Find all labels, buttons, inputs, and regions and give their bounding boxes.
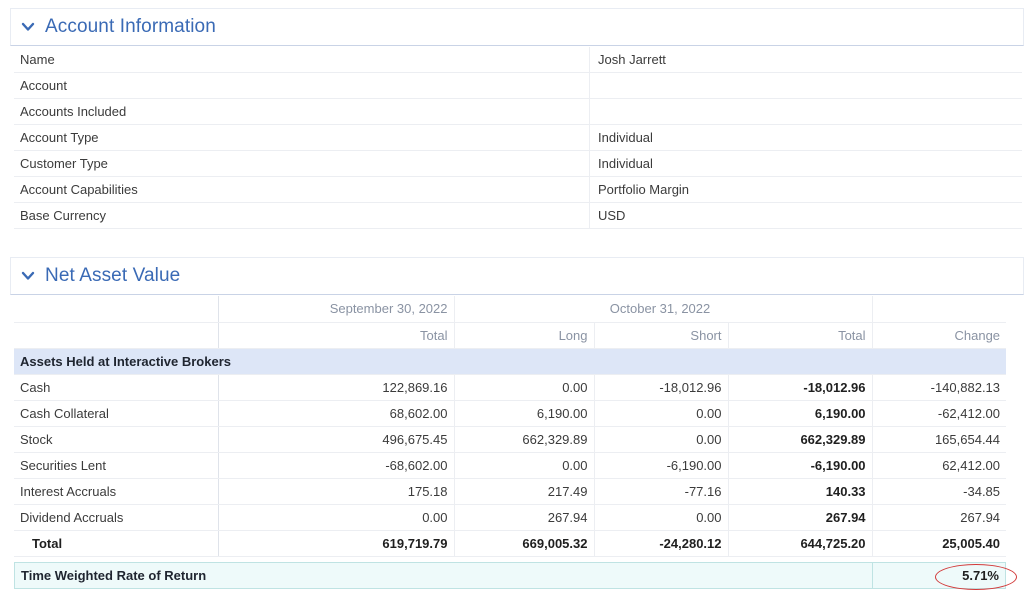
cell: 140.33 bbox=[728, 478, 873, 505]
row-label: Name bbox=[14, 47, 590, 72]
row-label: Accounts Included bbox=[14, 99, 590, 124]
column-header-row: Total Long Short Total Change bbox=[14, 322, 1007, 349]
cell: 0.00 bbox=[218, 504, 455, 531]
table-row: Account Type Individual bbox=[14, 125, 1022, 151]
column-header: Total bbox=[728, 322, 873, 349]
row-label: Cash bbox=[14, 374, 219, 401]
cell: 669,005.32 bbox=[454, 530, 595, 557]
net-asset-value-table: September 30, 2022 October 31, 2022 Tota… bbox=[14, 296, 1007, 557]
cell: 0.00 bbox=[594, 426, 729, 453]
cell: -34.85 bbox=[872, 478, 1007, 505]
table-row: Dividend Accruals 0.00 267.94 0.00 267.9… bbox=[14, 504, 1007, 531]
cell: 175.18 bbox=[218, 478, 455, 505]
date-current: October 31, 2022 bbox=[454, 296, 873, 323]
cell: 496,675.45 bbox=[218, 426, 455, 453]
column-header: Change bbox=[872, 322, 1007, 349]
row-value: Individual bbox=[598, 130, 653, 145]
row-value: Josh Jarrett bbox=[598, 52, 666, 67]
date-header-row: September 30, 2022 October 31, 2022 bbox=[14, 296, 1007, 323]
row-label: Stock bbox=[14, 426, 219, 453]
row-label: Total bbox=[14, 530, 219, 557]
section-title: Account Information bbox=[45, 16, 216, 37]
table-row: Interest Accruals 175.18 217.49 -77.16 1… bbox=[14, 478, 1007, 505]
row-label: Cash Collateral bbox=[14, 400, 219, 427]
cell: -6,190.00 bbox=[728, 452, 873, 479]
row-label: Account Type bbox=[14, 125, 590, 150]
account-information-table: Name Josh Jarrett Account Accounts Inclu… bbox=[14, 47, 1022, 229]
account-information-header[interactable]: Account Information bbox=[10, 8, 1024, 46]
row-label: Interest Accruals bbox=[14, 478, 219, 505]
row-label: Securities Lent bbox=[14, 452, 219, 479]
table-row: Cash 122,869.16 0.00 -18,012.96 -18,012.… bbox=[14, 374, 1007, 401]
row-label: Customer Type bbox=[14, 151, 590, 176]
cell: 165,654.44 bbox=[872, 426, 1007, 453]
total-row: Total 619,719.79 669,005.32 -24,280.12 6… bbox=[14, 530, 1007, 557]
row-label: Dividend Accruals bbox=[14, 504, 219, 531]
cell: -62,412.00 bbox=[872, 400, 1007, 427]
cell: 62,412.00 bbox=[872, 452, 1007, 479]
cell: -18,012.96 bbox=[594, 374, 729, 401]
cell: 0.00 bbox=[454, 452, 595, 479]
date-prior: September 30, 2022 bbox=[218, 296, 455, 323]
table-row: Stock 496,675.45 662,329.89 0.00 662,329… bbox=[14, 426, 1007, 453]
cell: 68,602.00 bbox=[218, 400, 455, 427]
cell: 267.94 bbox=[872, 504, 1007, 531]
net-asset-value-header[interactable]: Net Asset Value bbox=[10, 257, 1024, 295]
section-title: Net Asset Value bbox=[45, 265, 181, 286]
cell: 662,329.89 bbox=[454, 426, 595, 453]
twrr-label: Time Weighted Rate of Return bbox=[15, 563, 873, 588]
cell: 0.00 bbox=[454, 374, 595, 401]
table-row: Name Josh Jarrett bbox=[14, 47, 1022, 73]
cell: -6,190.00 bbox=[594, 452, 729, 479]
chevron-down-icon bbox=[21, 271, 35, 280]
row-value: Individual bbox=[598, 156, 653, 171]
table-row: Customer Type Individual bbox=[14, 151, 1022, 177]
column-header: Long bbox=[454, 322, 595, 349]
cell: 122,869.16 bbox=[218, 374, 455, 401]
cell: 217.49 bbox=[454, 478, 595, 505]
table-row: Securities Lent -68,602.00 0.00 -6,190.0… bbox=[14, 452, 1007, 479]
cell: -18,012.96 bbox=[728, 374, 873, 401]
table-row: Accounts Included bbox=[14, 99, 1022, 125]
cell: -68,602.00 bbox=[218, 452, 455, 479]
cell: 644,725.20 bbox=[728, 530, 873, 557]
cell: -24,280.12 bbox=[594, 530, 729, 557]
column-header: Total bbox=[218, 322, 455, 349]
table-row: Account Capabilities Portfolio Margin bbox=[14, 177, 1022, 203]
cell: -77.16 bbox=[594, 478, 729, 505]
cell: 6,190.00 bbox=[454, 400, 595, 427]
column-header: Short bbox=[594, 322, 729, 349]
cell: 0.00 bbox=[594, 504, 729, 531]
row-label: Account bbox=[14, 73, 590, 98]
table-row: Cash Collateral 68,602.00 6,190.00 0.00 … bbox=[14, 400, 1007, 427]
table-row: Account bbox=[14, 73, 1022, 99]
cell: 267.94 bbox=[454, 504, 595, 531]
annotation-circle bbox=[935, 564, 1017, 590]
twrr-row: Time Weighted Rate of Return 5.71% bbox=[14, 562, 1006, 589]
row-value: USD bbox=[598, 208, 626, 223]
group-label: Assets Held at Interactive Brokers bbox=[14, 348, 1007, 375]
cell: -140,882.13 bbox=[872, 374, 1007, 401]
group-row: Assets Held at Interactive Brokers bbox=[14, 348, 1007, 375]
cell: 25,005.40 bbox=[872, 530, 1007, 557]
row-value: Portfolio Margin bbox=[598, 182, 690, 197]
cell: 662,329.89 bbox=[728, 426, 873, 453]
table-row: Base Currency USD bbox=[14, 203, 1022, 229]
cell: 619,719.79 bbox=[218, 530, 455, 557]
cell: 267.94 bbox=[728, 504, 873, 531]
row-label: Base Currency bbox=[14, 203, 590, 228]
cell: 0.00 bbox=[594, 400, 729, 427]
chevron-down-icon bbox=[21, 22, 35, 31]
row-label: Account Capabilities bbox=[14, 177, 590, 202]
cell: 6,190.00 bbox=[728, 400, 873, 427]
